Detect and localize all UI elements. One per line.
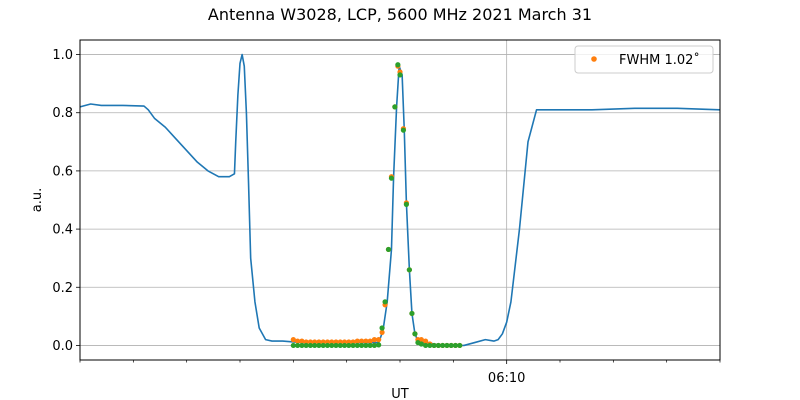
scatter-point — [418, 341, 424, 347]
legend-entry-label: FWHM 1.02˚ — [619, 52, 700, 68]
scatter-point — [379, 329, 385, 335]
scatter-point — [337, 342, 343, 349]
scatter-point — [457, 342, 463, 349]
scatter-point — [324, 342, 331, 349]
scatter-point — [359, 342, 365, 349]
scatter-point — [341, 342, 348, 349]
scatter-point — [367, 342, 373, 349]
series-line-beam-scan — [79, 53, 721, 347]
scatter-point — [303, 342, 309, 349]
scatter-point — [354, 342, 360, 349]
scatter-series-1 — [290, 63, 463, 349]
scatter-point — [423, 342, 429, 349]
scatter-point — [448, 342, 454, 349]
scatter-point — [444, 342, 450, 349]
axes-frame — [79, 39, 721, 361]
scatter-series-2 — [290, 62, 463, 349]
scatter-point — [290, 342, 296, 349]
scatter-point — [295, 342, 301, 349]
scatter-point — [431, 342, 437, 349]
scatter-point — [423, 338, 429, 344]
scatter-point — [440, 342, 446, 349]
x-tick-label: 06:10 — [488, 371, 525, 386]
scatter-point — [299, 342, 305, 349]
scatter-point — [320, 342, 326, 349]
scatter-point — [376, 337, 382, 343]
scatter-point — [363, 342, 369, 349]
y-tick-label: 0.2 — [52, 281, 73, 296]
scatter-point — [307, 342, 313, 349]
scatter-point — [412, 331, 418, 337]
scatter-point — [316, 342, 322, 349]
x-axis-label: UT — [391, 387, 409, 400]
scatter-point — [290, 337, 296, 343]
y-axis-label: a.u. — [30, 188, 45, 212]
scatter-point — [333, 342, 339, 349]
scatter-point — [379, 325, 385, 331]
scatter-point — [452, 342, 459, 349]
scatter-point — [367, 338, 373, 344]
scatter-point — [299, 338, 305, 344]
legend: FWHM 1.02˚ — [574, 45, 714, 74]
scatter-point — [395, 62, 401, 68]
legend-box — [574, 45, 714, 74]
scatter-point — [295, 338, 301, 344]
scatter-point — [418, 337, 424, 343]
scatter-point — [371, 337, 377, 343]
y-tick-label: 0.0 — [52, 339, 73, 354]
scatter-point — [427, 342, 433, 349]
scatter-point — [376, 342, 382, 348]
scatter-point — [406, 267, 412, 273]
x-axis-ticks: 06:10 — [79, 360, 721, 386]
scatter-point — [397, 72, 403, 78]
scatter-point — [400, 127, 407, 133]
scatter-point — [392, 104, 398, 110]
grid-lines — [80, 40, 720, 360]
scatter-point — [403, 201, 409, 207]
y-axis-ticks: 0.0 0.2 0.4 0.6 0.8 1.0 — [52, 48, 80, 354]
scatter-point — [388, 175, 395, 181]
y-tick-label: 1.0 — [52, 48, 73, 63]
plot-area — [79, 53, 721, 349]
scatter-point — [382, 299, 388, 305]
scatter-point — [329, 342, 335, 349]
scatter-point — [312, 342, 318, 349]
scatter-point — [409, 310, 415, 317]
scatter-point — [371, 342, 377, 349]
scatter-point — [385, 246, 392, 253]
y-tick-label: 0.6 — [52, 164, 73, 179]
y-tick-label: 0.8 — [52, 106, 73, 121]
scatter-point — [350, 342, 356, 349]
scatter-point — [354, 338, 360, 344]
scatter-point — [435, 342, 441, 349]
legend-marker — [591, 56, 597, 62]
chart-title: Antenna W3028, LCP, 5600 MHz 2021 March … — [208, 5, 592, 24]
scatter-point — [346, 342, 352, 349]
scatter-point — [363, 338, 369, 344]
scatter-point — [359, 338, 365, 344]
y-tick-label: 0.4 — [52, 223, 73, 238]
